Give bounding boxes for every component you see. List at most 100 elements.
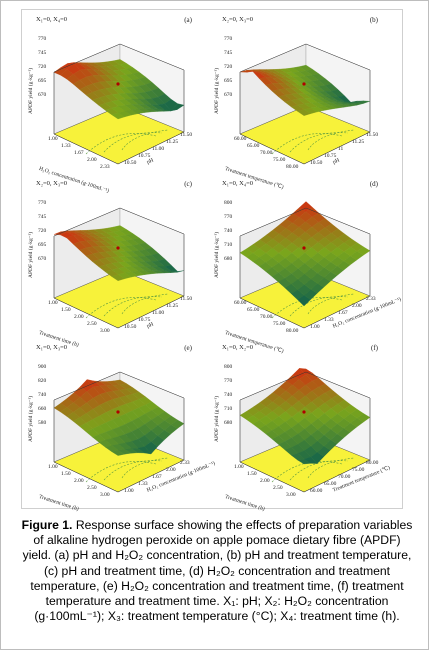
- left-axis-tick: 1.00: [48, 464, 58, 470]
- floor-contour-line: [307, 293, 355, 315]
- caption-label: Figure 1.: [21, 518, 73, 532]
- surface-plot-a: X₁=0, X₄=0 (a) APDF yield (g·kg⁻¹) 770 745 72…: [26, 14, 210, 194]
- center-point-marker: [116, 82, 120, 86]
- left-axis-tick: 1.00: [48, 300, 58, 306]
- right-axis-tick: 2.00: [352, 303, 362, 309]
- right-axis-tick: 11.00: [152, 146, 165, 152]
- z-tick-label: 720: [38, 64, 47, 70]
- panel-title: X₂=0, X₃=0: [36, 180, 68, 187]
- surface-plot-svg-a: [53, 43, 185, 165]
- left-axis-tick: 2.50: [87, 321, 97, 327]
- right-axis-tick: 80.00: [366, 460, 379, 466]
- box-edge: [117, 459, 185, 493]
- left-axis-tick: 1.67: [74, 150, 84, 156]
- surface-plot-c: X₂=0, X₃=0 (c) APDF yield (g·kg⁻¹) 770 745 72…: [26, 178, 210, 348]
- surface-plot-svg-c: [53, 207, 185, 329]
- z-tick-label: 580: [38, 420, 47, 426]
- z-axis-title: APDF yield (g·kg⁻¹): [214, 231, 220, 278]
- box-edge: [53, 207, 121, 237]
- panel-title: X₂=0, X₃=0: [222, 16, 254, 23]
- panel-title: X₁=0, X₄=0: [222, 180, 254, 187]
- left-axis-tick: 3.00: [286, 492, 296, 498]
- right-axis-tick: 1.33: [138, 481, 148, 487]
- box-edge: [305, 371, 371, 399]
- z-tick-label: 800: [224, 364, 233, 370]
- z-tick-label: 720: [224, 64, 233, 70]
- figure-caption: Figure 1. Response surface showing the e…: [19, 518, 415, 624]
- z-axis-title: APDF yield (g·kg⁻¹): [28, 67, 34, 114]
- panel-label: (c): [184, 180, 192, 188]
- right-axis-tick: 1.00: [310, 324, 320, 330]
- box-edge: [117, 131, 185, 165]
- right-axis-tick: 11.25: [352, 139, 365, 145]
- left-axis-tick: 2.00: [87, 157, 97, 163]
- right-axis-tick: 70.00: [338, 474, 351, 480]
- left-axis-tick: 1.00: [234, 464, 244, 470]
- floor-contour-line: [121, 293, 169, 315]
- floor-contour-line: [271, 297, 343, 319]
- floor-contour-line: [103, 296, 163, 317]
- z-axis-title: APDF yield (g·kg⁻¹): [28, 395, 34, 442]
- floor-contour-line: [121, 129, 169, 151]
- left-axis-tick: 75.00: [273, 321, 286, 327]
- z-tick-label: 800: [224, 200, 233, 206]
- z-tick-label: 710: [224, 242, 233, 248]
- z-tick-label: 770: [224, 378, 233, 384]
- right-axis-tick: 2.33: [180, 460, 190, 466]
- floor-contour-line: [121, 457, 169, 479]
- left-axis-tick: 80.00: [286, 328, 299, 334]
- surface-plot-b: X₂=0, X₃=0 (b) APDF yield (g·kg⁻¹) 770 745 72…: [212, 14, 396, 191]
- right-axis-tick: 1.67: [152, 474, 162, 480]
- floor-contour-line: [271, 133, 343, 155]
- left-axis-tick: 2.00: [74, 478, 84, 484]
- box-edge: [303, 295, 371, 329]
- z-tick-label: 900: [38, 364, 47, 370]
- box-edge: [305, 207, 371, 235]
- right-axis-tick: 11.50: [180, 296, 193, 302]
- z-tick-label: 680: [224, 420, 233, 426]
- right-axis-tick: 10.50: [310, 160, 323, 166]
- box-edge: [239, 207, 307, 237]
- panel-label: (e): [184, 344, 192, 352]
- left-axis-tick: 80.00: [286, 164, 299, 170]
- floor-contour-line: [307, 457, 355, 479]
- left-axis-tick: 2.00: [74, 314, 84, 320]
- floor-contour-line: [289, 132, 349, 153]
- center-point-marker: [116, 410, 120, 414]
- box-edge: [53, 461, 119, 493]
- left-axis-tick: 60.00: [234, 300, 247, 306]
- right-axis-tick: 10.75: [138, 153, 151, 159]
- box-edge: [303, 131, 371, 165]
- left-axis-tick: 2.50: [87, 485, 97, 491]
- left-axis-tick: 1.50: [61, 307, 71, 313]
- left-axis-tick: 70.00: [260, 314, 273, 320]
- caption-text: Response surface showing the effects of …: [22, 518, 413, 624]
- center-point-marker: [302, 410, 306, 414]
- z-axis-title: APDF yield (g·kg⁻¹): [28, 231, 34, 278]
- box-edge: [53, 133, 119, 165]
- z-tick-label: 660: [38, 406, 47, 412]
- center-point-marker: [302, 82, 306, 86]
- box-edge: [239, 371, 307, 401]
- box-edge: [303, 459, 371, 493]
- box-edge: [239, 297, 305, 329]
- z-tick-label: 745: [38, 214, 47, 220]
- panel-title: X₁=0, X₃=0: [36, 344, 68, 351]
- z-tick-label: 770: [38, 36, 47, 42]
- right-axis-tick: 10.50: [124, 160, 137, 166]
- surface-plot-d: X₁=0, X₄=0 (d) APDF yield (g·kg⁻¹) 800 770 74…: [212, 178, 402, 355]
- floor-contour-line: [289, 460, 349, 481]
- right-axis-tick: 11.50: [180, 132, 193, 138]
- box-edge: [117, 295, 185, 329]
- figure-panels: X₁=0, X₄=0 (a) APDF yield (g·kg⁻¹) 770 745 72…: [21, 9, 403, 512]
- z-tick-label: 745: [38, 50, 47, 56]
- right-axis-tick: 11.50: [366, 132, 379, 138]
- surface-plot-svg-d: [239, 201, 371, 329]
- floor-contour-line: [85, 461, 157, 483]
- box-edge: [119, 43, 185, 71]
- z-axis-title: APDF yield (g·kg⁻¹): [214, 395, 220, 442]
- z-tick-label: 695: [38, 78, 47, 84]
- left-axis-tick: 2.00: [260, 478, 270, 484]
- left-axis-tick: 65.00: [247, 307, 260, 313]
- left-axis-tick: 60.00: [234, 136, 247, 142]
